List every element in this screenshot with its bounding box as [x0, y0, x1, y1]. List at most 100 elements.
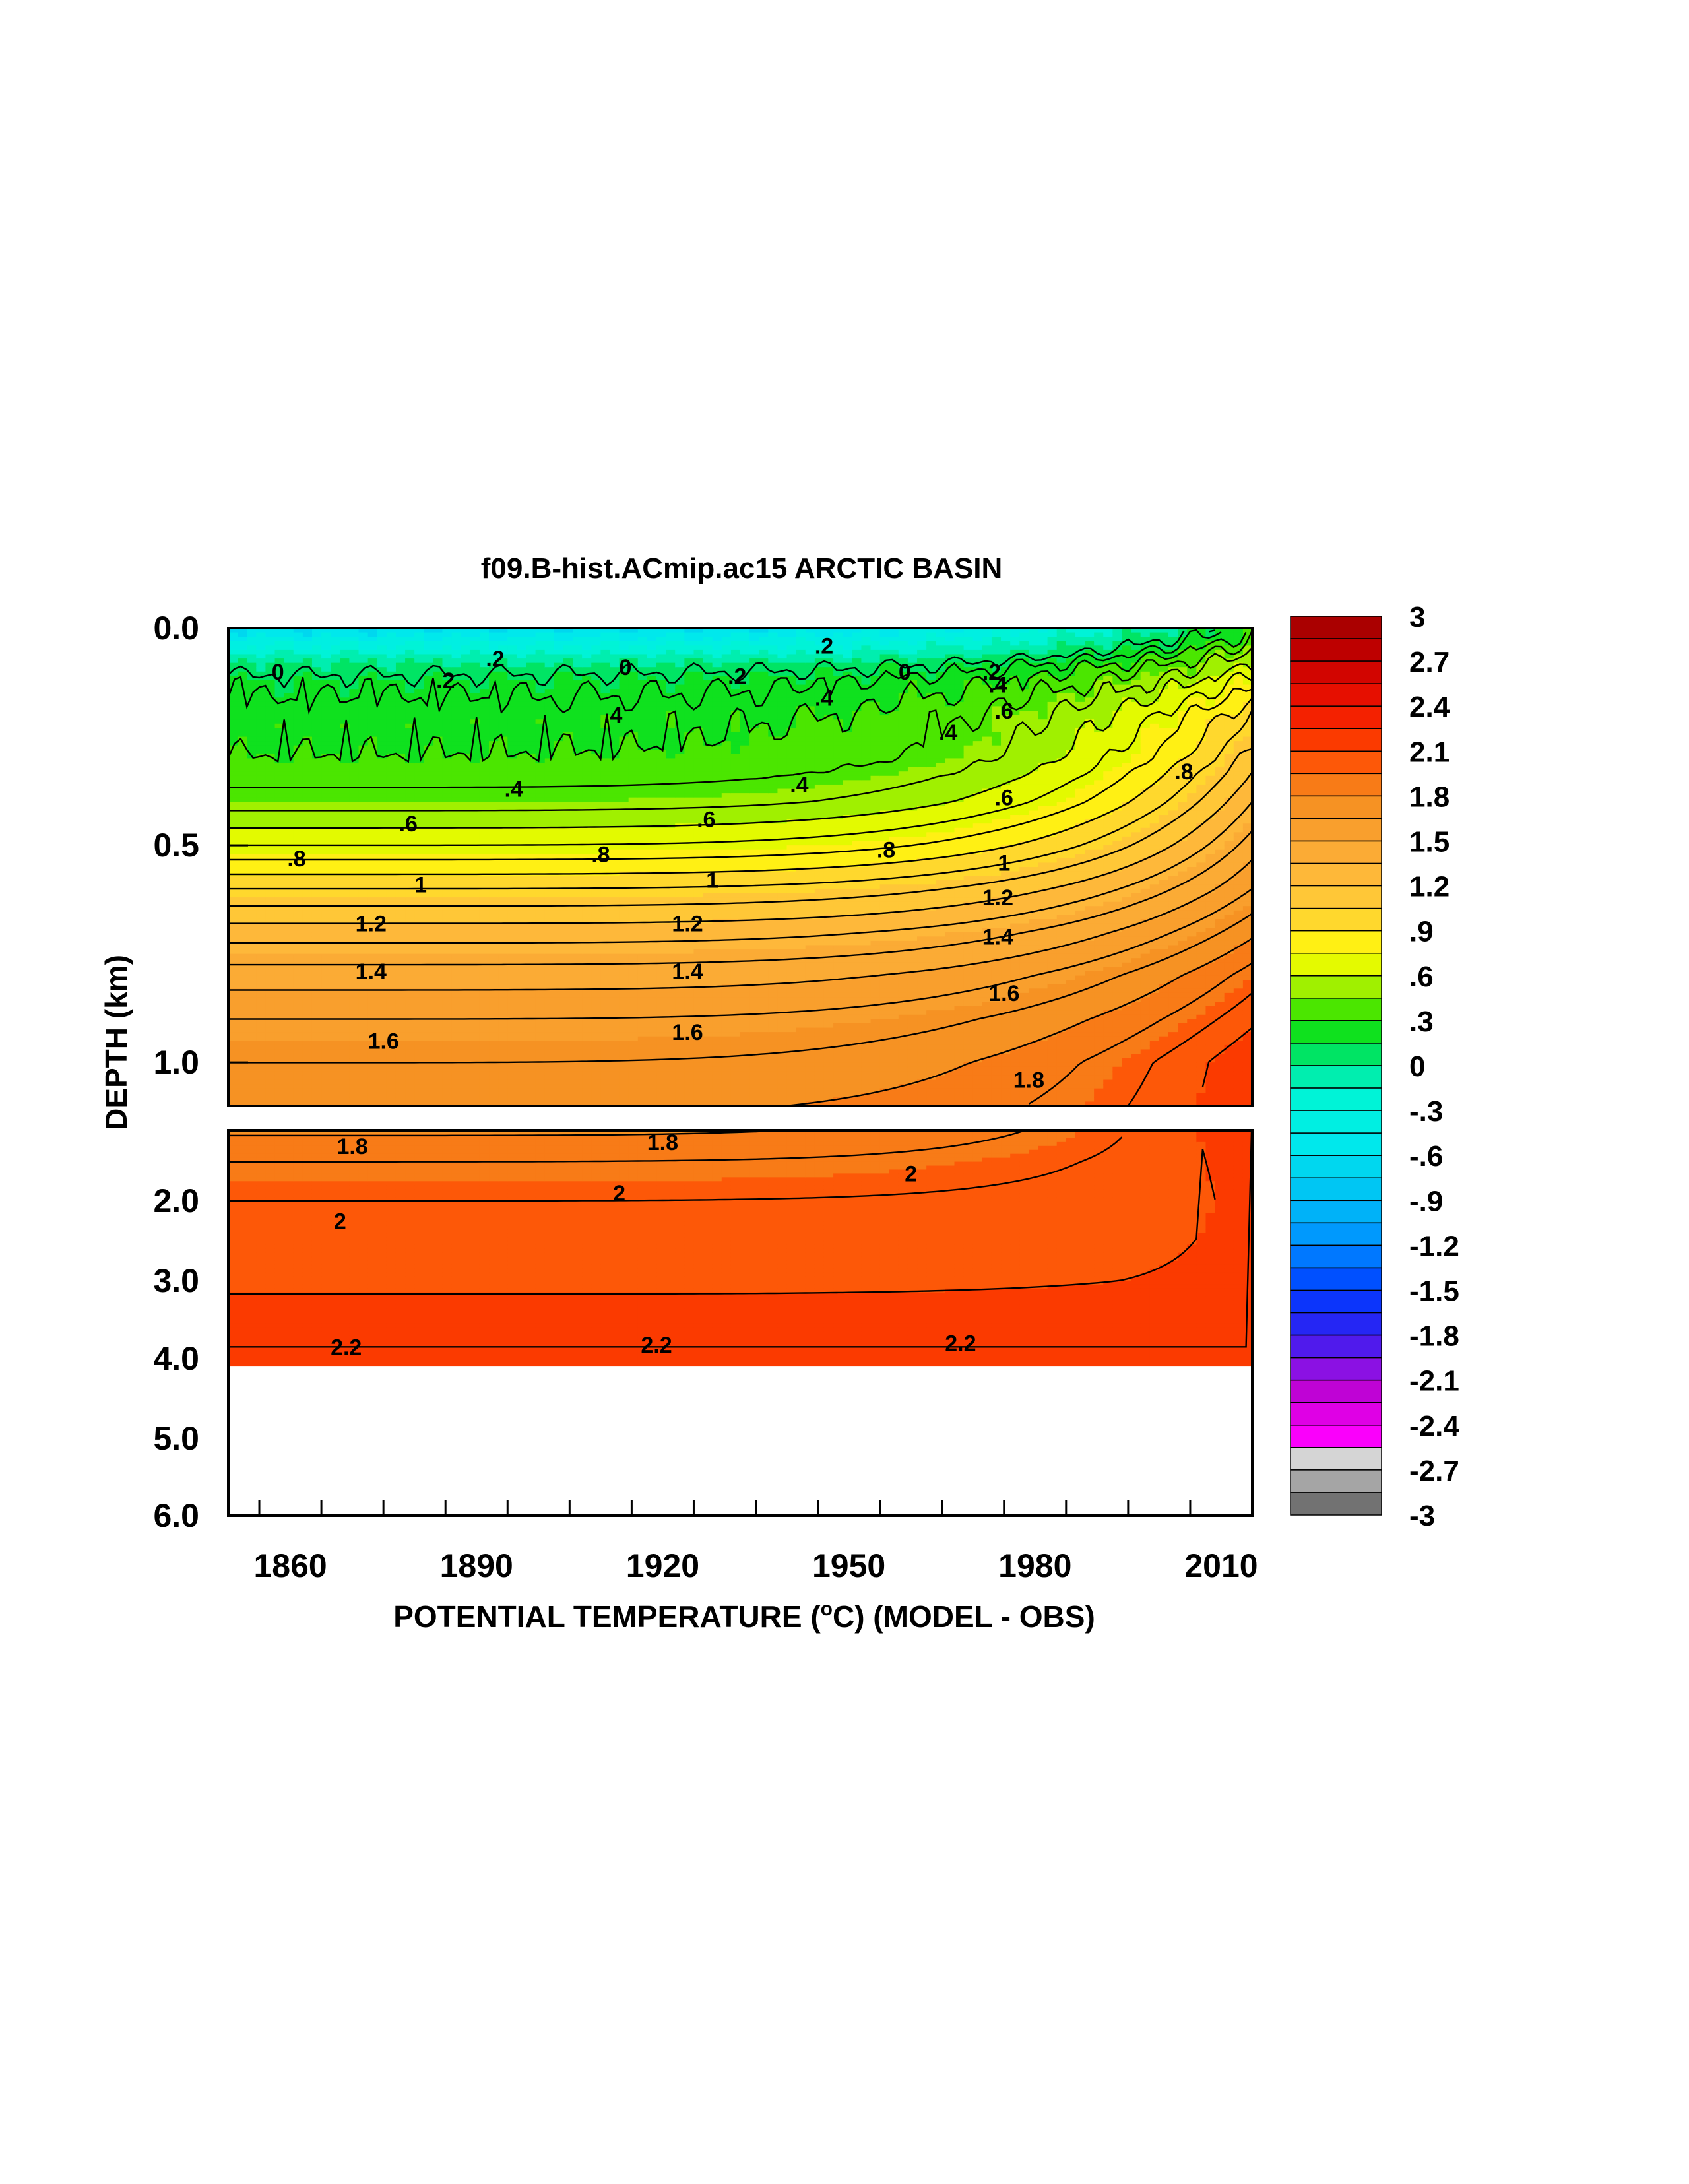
- field-cell: [349, 1097, 360, 1103]
- field-cell: [582, 992, 592, 998]
- field-cell: [582, 997, 592, 1002]
- field-cell: [461, 815, 471, 820]
- field-cell: [414, 915, 425, 920]
- field-cell: [461, 901, 471, 907]
- field-cell: [238, 967, 248, 972]
- field-cell: [331, 775, 341, 781]
- field-cell: [563, 1010, 573, 1015]
- field-cell: [405, 1097, 415, 1103]
- field-cell: [284, 1084, 294, 1089]
- field-cell: [637, 819, 648, 824]
- field-cell: [247, 697, 257, 703]
- field-cell: [247, 745, 257, 751]
- field-cell: [517, 841, 527, 846]
- field-cell: [302, 910, 313, 916]
- field-cell: [311, 915, 322, 920]
- field-cell: [228, 1027, 238, 1033]
- field-cell: [573, 1044, 583, 1050]
- field-cell: [470, 854, 480, 859]
- field-cell: [293, 732, 303, 738]
- field-cell: [424, 680, 434, 686]
- field-cell: [414, 958, 425, 963]
- field-cell: [479, 854, 490, 859]
- field-cell: [247, 671, 257, 677]
- field-cell: [424, 711, 434, 716]
- field-cell: [349, 1002, 360, 1007]
- field-cell: [238, 888, 248, 894]
- field-cell: [321, 767, 331, 772]
- field-cell: [311, 932, 322, 938]
- field-cell: [284, 854, 294, 859]
- field-cell: [358, 1079, 369, 1085]
- field-cell: [479, 988, 490, 994]
- field-cell: [554, 763, 564, 768]
- field-cell: [470, 1032, 480, 1037]
- field-cell: [228, 767, 238, 772]
- field-cell: [367, 901, 378, 907]
- field-cell: [573, 732, 583, 738]
- field-cell: [610, 788, 620, 794]
- field-cell: [526, 810, 536, 816]
- field-cell: [479, 923, 490, 928]
- field-cell: [395, 1062, 406, 1068]
- field-cell: [321, 827, 331, 833]
- field-cell: [610, 888, 620, 894]
- field-cell: [247, 662, 257, 668]
- field-cell: [386, 1084, 397, 1089]
- field-cell: [256, 1010, 267, 1015]
- field-cell: [274, 1036, 285, 1042]
- field-cell: [489, 958, 499, 963]
- field-cell: [321, 684, 331, 690]
- field-cell: [331, 901, 341, 907]
- field-cell: [238, 637, 248, 642]
- field-cell: [424, 906, 434, 911]
- field-cell: [442, 867, 453, 872]
- field-cell: [414, 910, 425, 916]
- field-cell: [544, 806, 555, 812]
- field-cell: [367, 827, 378, 833]
- field-cell: [451, 880, 462, 885]
- field-cell: [582, 936, 592, 942]
- field-cell: [395, 632, 406, 637]
- field-cell: [461, 649, 471, 655]
- field-cell: [470, 767, 480, 772]
- field-cell: [517, 849, 527, 855]
- field-cell: [358, 893, 369, 898]
- field-cell: [489, 645, 499, 651]
- field-cell: [442, 806, 453, 812]
- field-cell: [228, 632, 238, 637]
- field-cell: [535, 676, 546, 681]
- field-cell: [405, 802, 415, 807]
- field-cell: [498, 797, 509, 803]
- field-cell: [479, 658, 490, 664]
- field-cell: [395, 932, 406, 938]
- field-cell: [349, 1088, 360, 1094]
- field-cell: [256, 1027, 267, 1033]
- field-cell: [526, 632, 536, 637]
- field-cell: [489, 723, 499, 729]
- field-cell: [424, 884, 434, 889]
- field-cell: [228, 671, 238, 677]
- field-cell: [563, 693, 573, 699]
- field-cell: [573, 832, 583, 837]
- field-cell: [293, 1044, 303, 1050]
- field-cell: [331, 893, 341, 898]
- field-cell: [331, 862, 341, 868]
- field-cell: [498, 923, 509, 928]
- field-cell: [424, 628, 434, 633]
- field-cell: [293, 701, 303, 707]
- field-cell: [311, 758, 322, 763]
- field-cell: [321, 1032, 331, 1037]
- field-cell: [414, 992, 425, 998]
- field-cell: [498, 1023, 509, 1029]
- field-cell: [367, 628, 378, 633]
- field-cell: [554, 906, 564, 911]
- field-cell: [377, 767, 387, 772]
- field-cell: [582, 1079, 592, 1085]
- field-cell: [582, 967, 592, 972]
- field-cell: [582, 854, 592, 859]
- field-cell: [628, 815, 639, 820]
- field-cell: [302, 654, 313, 659]
- field-cell: [228, 736, 238, 742]
- field-cell: [451, 1036, 462, 1042]
